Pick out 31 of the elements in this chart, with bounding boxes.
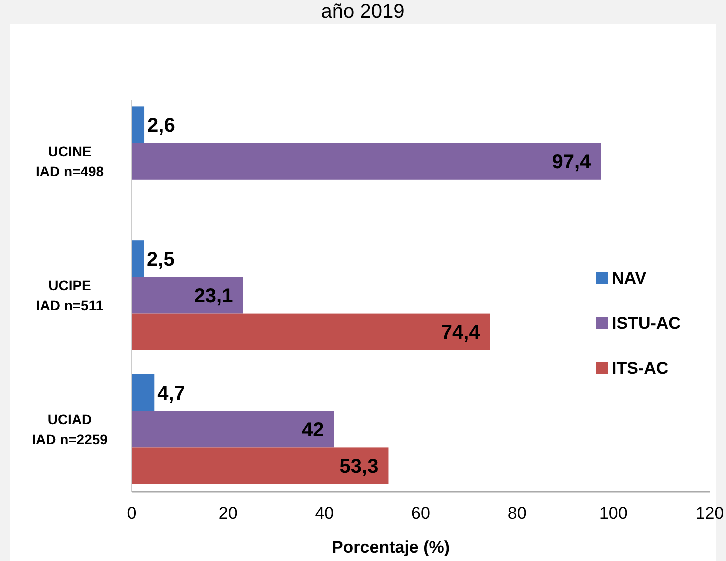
x-tick-label: 100: [599, 504, 628, 523]
data-label: 2,6: [148, 114, 176, 137]
data-label: 53,3: [340, 456, 379, 478]
legend-label: ISTU-AC: [612, 314, 681, 333]
x-axis-title: Porcentaje (%): [332, 538, 450, 557]
y-tick-label: UCIAD IAD n=2259: [32, 411, 108, 448]
bar: [132, 314, 490, 350]
chart-title: año 2019: [321, 1, 405, 23]
bar: [132, 448, 389, 484]
y-tick-label: UCINE IAD n=498: [36, 144, 104, 180]
bar: [132, 106, 145, 144]
data-label: 74,4: [441, 322, 482, 344]
x-tick-label: 120: [696, 504, 724, 523]
x-tick-label: 0: [127, 504, 137, 523]
bar: [132, 240, 144, 278]
bar: [132, 143, 602, 180]
bar: [132, 374, 155, 412]
x-tick-label: 80: [508, 504, 527, 523]
bar: [132, 277, 244, 314]
data-label: 4,7: [158, 382, 186, 405]
legend-label: ITS-AC: [612, 358, 669, 378]
legend-label: NAV: [612, 268, 648, 288]
data-label: 23,1: [194, 286, 234, 308]
y-tick-label: UCIPE IAD n=511: [36, 278, 104, 314]
data-label: 2,5: [147, 248, 175, 271]
bar: [132, 411, 334, 448]
x-tick-label: 40: [315, 504, 334, 523]
x-tick-label: 60: [412, 504, 430, 523]
data-label: 42: [302, 419, 324, 442]
data-label: 97,4: [552, 152, 592, 174]
x-tick-label: 20: [218, 504, 238, 523]
